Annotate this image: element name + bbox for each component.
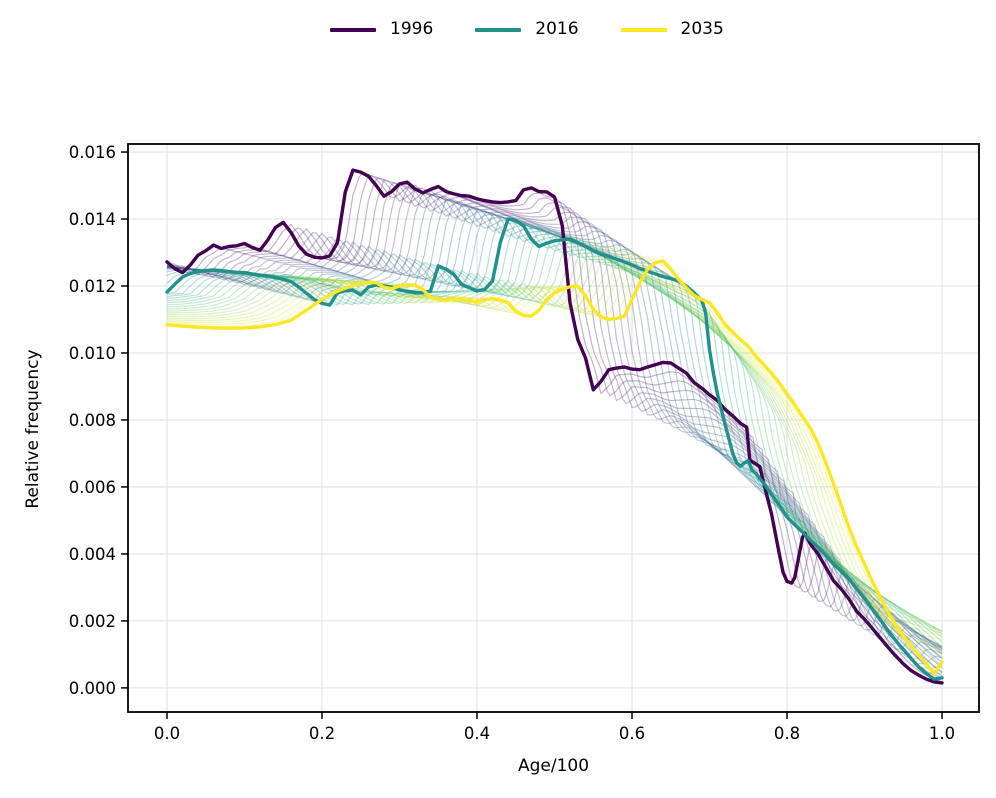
legend-swatch-1996: [330, 27, 376, 32]
legend-entry-2035: 2035: [620, 19, 724, 39]
y-tick-label: 0.000: [69, 679, 116, 698]
series-line-2016: [165, 217, 944, 681]
fan-line-year-2004: [166, 188, 943, 655]
fan-line-year-2005: [166, 191, 943, 652]
fan-line-year-2033: [166, 256, 943, 657]
legend-swatch-2016: [475, 27, 522, 32]
x-tick-label: 1.0: [929, 724, 955, 743]
x-tick-label: 0.8: [774, 724, 800, 743]
fan-line-year-2027: [166, 243, 943, 632]
legend-entry-2016: 2016: [475, 19, 579, 39]
fan-line-year-2010: [166, 203, 943, 650]
fan-line-year-2030: [166, 249, 943, 637]
x-axis-label: Age/100: [517, 756, 590, 776]
legend: 1996 2016 2035: [330, 21, 724, 38]
y-tick-label: 0.002: [69, 612, 116, 631]
fan-line-year-2014: [166, 213, 943, 669]
series-line-1996: [165, 168, 944, 685]
fan-line-year-2026: [166, 241, 943, 633]
fan-line-year-1997: [167, 172, 943, 683]
fan-line-year-2009: [166, 201, 943, 648]
fan-line-year-2012: [166, 208, 943, 660]
legend-label-2016: 2016: [535, 19, 579, 39]
fan-line-year-2003: [166, 186, 943, 659]
legend-label-1996: 1996: [390, 19, 434, 39]
y-axis-label: Relative frequency: [23, 349, 43, 509]
fan-line-year-2032: [166, 254, 943, 651]
y-tick-label: 0.006: [69, 478, 116, 497]
x-tick-label: 0.6: [619, 724, 645, 743]
fan-line-year-2011: [166, 206, 943, 655]
fan-line-year-2001: [166, 182, 943, 668]
y-tick-label: 0.014: [69, 210, 116, 229]
legend-entry-1996: 1996: [330, 21, 433, 38]
fan-line-year-2024: [166, 236, 943, 638]
y-tick-label: 0.004: [69, 545, 116, 564]
fan-line-year-2000: [166, 179, 943, 673]
fan-line-year-2013: [166, 211, 943, 665]
y-tick-label: 0.010: [69, 344, 116, 363]
fan-line-year-2022: [166, 232, 943, 648]
fan-line-year-2028: [167, 245, 943, 632]
series-line-2035: [165, 259, 944, 676]
x-tick-label: 0.2: [309, 724, 335, 743]
x-tick-label: 0.0: [154, 724, 180, 743]
legend-swatch-2035: [620, 27, 667, 32]
y-tick-label: 0.012: [69, 277, 116, 296]
y-tick-label: 0.008: [69, 411, 116, 430]
fan-line-year-2007: [166, 196, 943, 649]
fan-line-year-2031: [166, 251, 943, 640]
fan-line-year-2006: [166, 193, 943, 650]
fan-line-year-2034: [166, 258, 943, 667]
legend-label-2035: 2035: [680, 19, 724, 39]
y-tick-label: 0.016: [69, 143, 116, 162]
fan-line-year-2023: [166, 234, 943, 643]
axes-spines: [127, 143, 980, 713]
x-tick-label: 0.4: [464, 724, 490, 743]
fan-line-year-2008: [166, 198, 943, 647]
